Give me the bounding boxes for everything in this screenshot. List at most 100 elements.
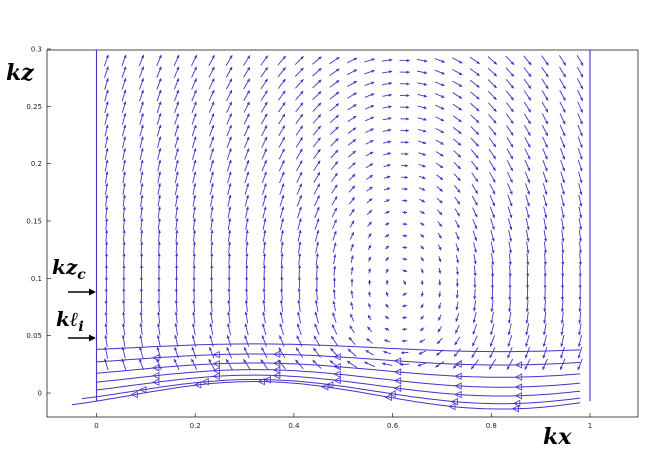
field-arrowhead xyxy=(209,335,213,339)
field-arrowhead xyxy=(210,276,214,280)
field-arrowhead xyxy=(192,241,196,245)
field-arrowhead xyxy=(352,116,357,120)
field-arrowhead xyxy=(175,136,179,140)
field-arrowhead xyxy=(507,331,511,336)
field-arrowhead xyxy=(438,223,442,227)
field-arrowhead xyxy=(406,70,410,74)
field-arrowhead xyxy=(420,222,425,226)
y-axis-label: kz xyxy=(6,60,34,86)
field-arrowhead xyxy=(489,343,493,347)
field-arrowhead xyxy=(476,72,480,76)
field-arrowhead xyxy=(193,89,197,94)
field-arrowhead xyxy=(123,66,127,70)
field-arrowhead xyxy=(299,183,303,187)
field-arrowhead xyxy=(175,241,179,245)
field-arrowhead xyxy=(347,348,352,353)
field-arrowhead xyxy=(299,171,303,176)
field-arrowhead xyxy=(562,167,566,172)
field-arrowhead xyxy=(404,210,408,214)
field-arrowhead xyxy=(335,103,339,107)
field-arrowhead xyxy=(246,113,250,117)
field-arrowhead xyxy=(388,128,392,132)
field-arrowhead xyxy=(544,156,548,160)
field-arrowhead xyxy=(175,148,179,152)
field-arrowhead xyxy=(368,244,371,249)
field-arrowhead xyxy=(298,218,302,222)
field-arrowhead xyxy=(368,221,372,226)
y-axis-ticks: 0 0.05 0.1 0.15 0.2 0.25 0.3 xyxy=(26,45,51,398)
field-arrowhead xyxy=(192,264,196,268)
field-arrowhead xyxy=(297,264,302,268)
field-arrowhead xyxy=(121,335,125,339)
field-arrowhead xyxy=(561,285,565,289)
field-arrowhead xyxy=(350,255,354,259)
field-arrowhead xyxy=(404,199,408,203)
field-arrowhead xyxy=(371,69,375,73)
field-arrowhead xyxy=(332,277,337,281)
field-arrowhead xyxy=(300,90,304,95)
field-arrowhead xyxy=(579,132,583,137)
field-arrowhead xyxy=(543,261,547,266)
field-arrowhead xyxy=(560,320,564,324)
field-arrowhead xyxy=(175,218,179,222)
field-arrowhead xyxy=(316,206,320,211)
field-arrowhead xyxy=(104,323,108,327)
field-arrowhead xyxy=(492,155,496,159)
field-arrowhead xyxy=(105,159,109,163)
field-arrowhead xyxy=(210,171,214,175)
field-arrowhead xyxy=(544,144,548,148)
field-arrowhead xyxy=(138,358,142,363)
field-arrowhead xyxy=(246,171,250,175)
field-arrowhead xyxy=(491,226,495,230)
field-arrowhead xyxy=(105,148,109,152)
field-arrowhead xyxy=(245,253,249,257)
field-arrowhead xyxy=(228,136,232,141)
field-arrowhead xyxy=(299,137,303,141)
field-arrowhead xyxy=(579,121,583,125)
field-arrowhead xyxy=(508,261,512,266)
field-arrowhead xyxy=(351,174,356,178)
field-arrowhead xyxy=(490,285,495,289)
field-arrowhead xyxy=(157,299,161,304)
field-arrowhead xyxy=(509,167,513,171)
field-arrowhead xyxy=(122,311,126,315)
field-arrowhead xyxy=(561,262,565,266)
field-arrowhead xyxy=(348,337,353,341)
field-arrowhead xyxy=(335,115,339,119)
field-arrowhead xyxy=(562,97,566,101)
field-arrowhead xyxy=(158,78,162,82)
field-arrowhead xyxy=(404,187,408,191)
field-arrowhead xyxy=(157,183,162,187)
field-arrowhead xyxy=(350,302,354,306)
field-arrowhead xyxy=(351,197,355,201)
field-arrowhead xyxy=(491,250,495,254)
field-arrowhead xyxy=(317,160,321,164)
field-arrowhead xyxy=(457,142,462,146)
field-arrowhead xyxy=(296,347,300,351)
field-arrowhead xyxy=(367,279,372,283)
field-arrowhead xyxy=(385,257,389,261)
field-arrowhead xyxy=(264,90,268,94)
field-arrowhead xyxy=(140,124,144,129)
field-arrowhead xyxy=(545,85,549,89)
field-arrowhead xyxy=(526,261,530,266)
field-arrowhead xyxy=(352,150,356,155)
streamline-arrowhead xyxy=(384,393,392,401)
field-arrowhead xyxy=(351,208,355,213)
field-arrowhead xyxy=(544,167,548,172)
field-arrowhead xyxy=(279,323,283,327)
streamlines xyxy=(71,343,581,413)
field-arrowhead xyxy=(316,218,320,222)
field-arrowhead xyxy=(211,113,215,117)
field-arrowhead xyxy=(263,241,267,245)
field-arrowhead xyxy=(385,234,390,238)
field-arrowhead xyxy=(245,241,249,245)
field-arrowhead xyxy=(528,73,532,77)
field-arrowhead xyxy=(474,213,478,218)
field-arrowhead xyxy=(264,113,268,118)
field-arrowhead xyxy=(264,148,267,152)
field-arrowhead xyxy=(175,206,179,210)
field-arrowhead xyxy=(282,67,286,71)
field-arrowhead xyxy=(370,105,375,108)
field-arrowhead xyxy=(314,311,318,316)
